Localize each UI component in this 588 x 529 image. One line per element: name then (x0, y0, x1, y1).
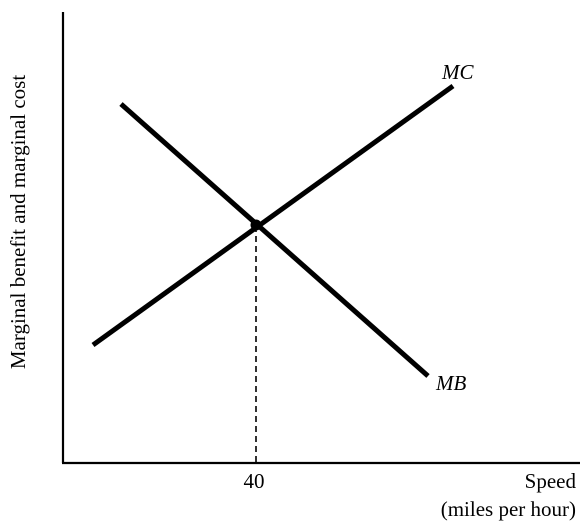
mb-curve (119, 102, 430, 378)
mc-label: MC (441, 60, 474, 84)
mc-curve (91, 83, 455, 348)
y-axis-label: Marginal benefit and marginal cost (6, 75, 30, 369)
x-axis-sublabel: (miles per hour) (441, 497, 576, 521)
mb-label: MB (435, 371, 466, 395)
x-tick-label: 40 (244, 469, 265, 493)
x-axis-label: Speed (525, 469, 577, 493)
equilibrium-point (250, 219, 262, 231)
